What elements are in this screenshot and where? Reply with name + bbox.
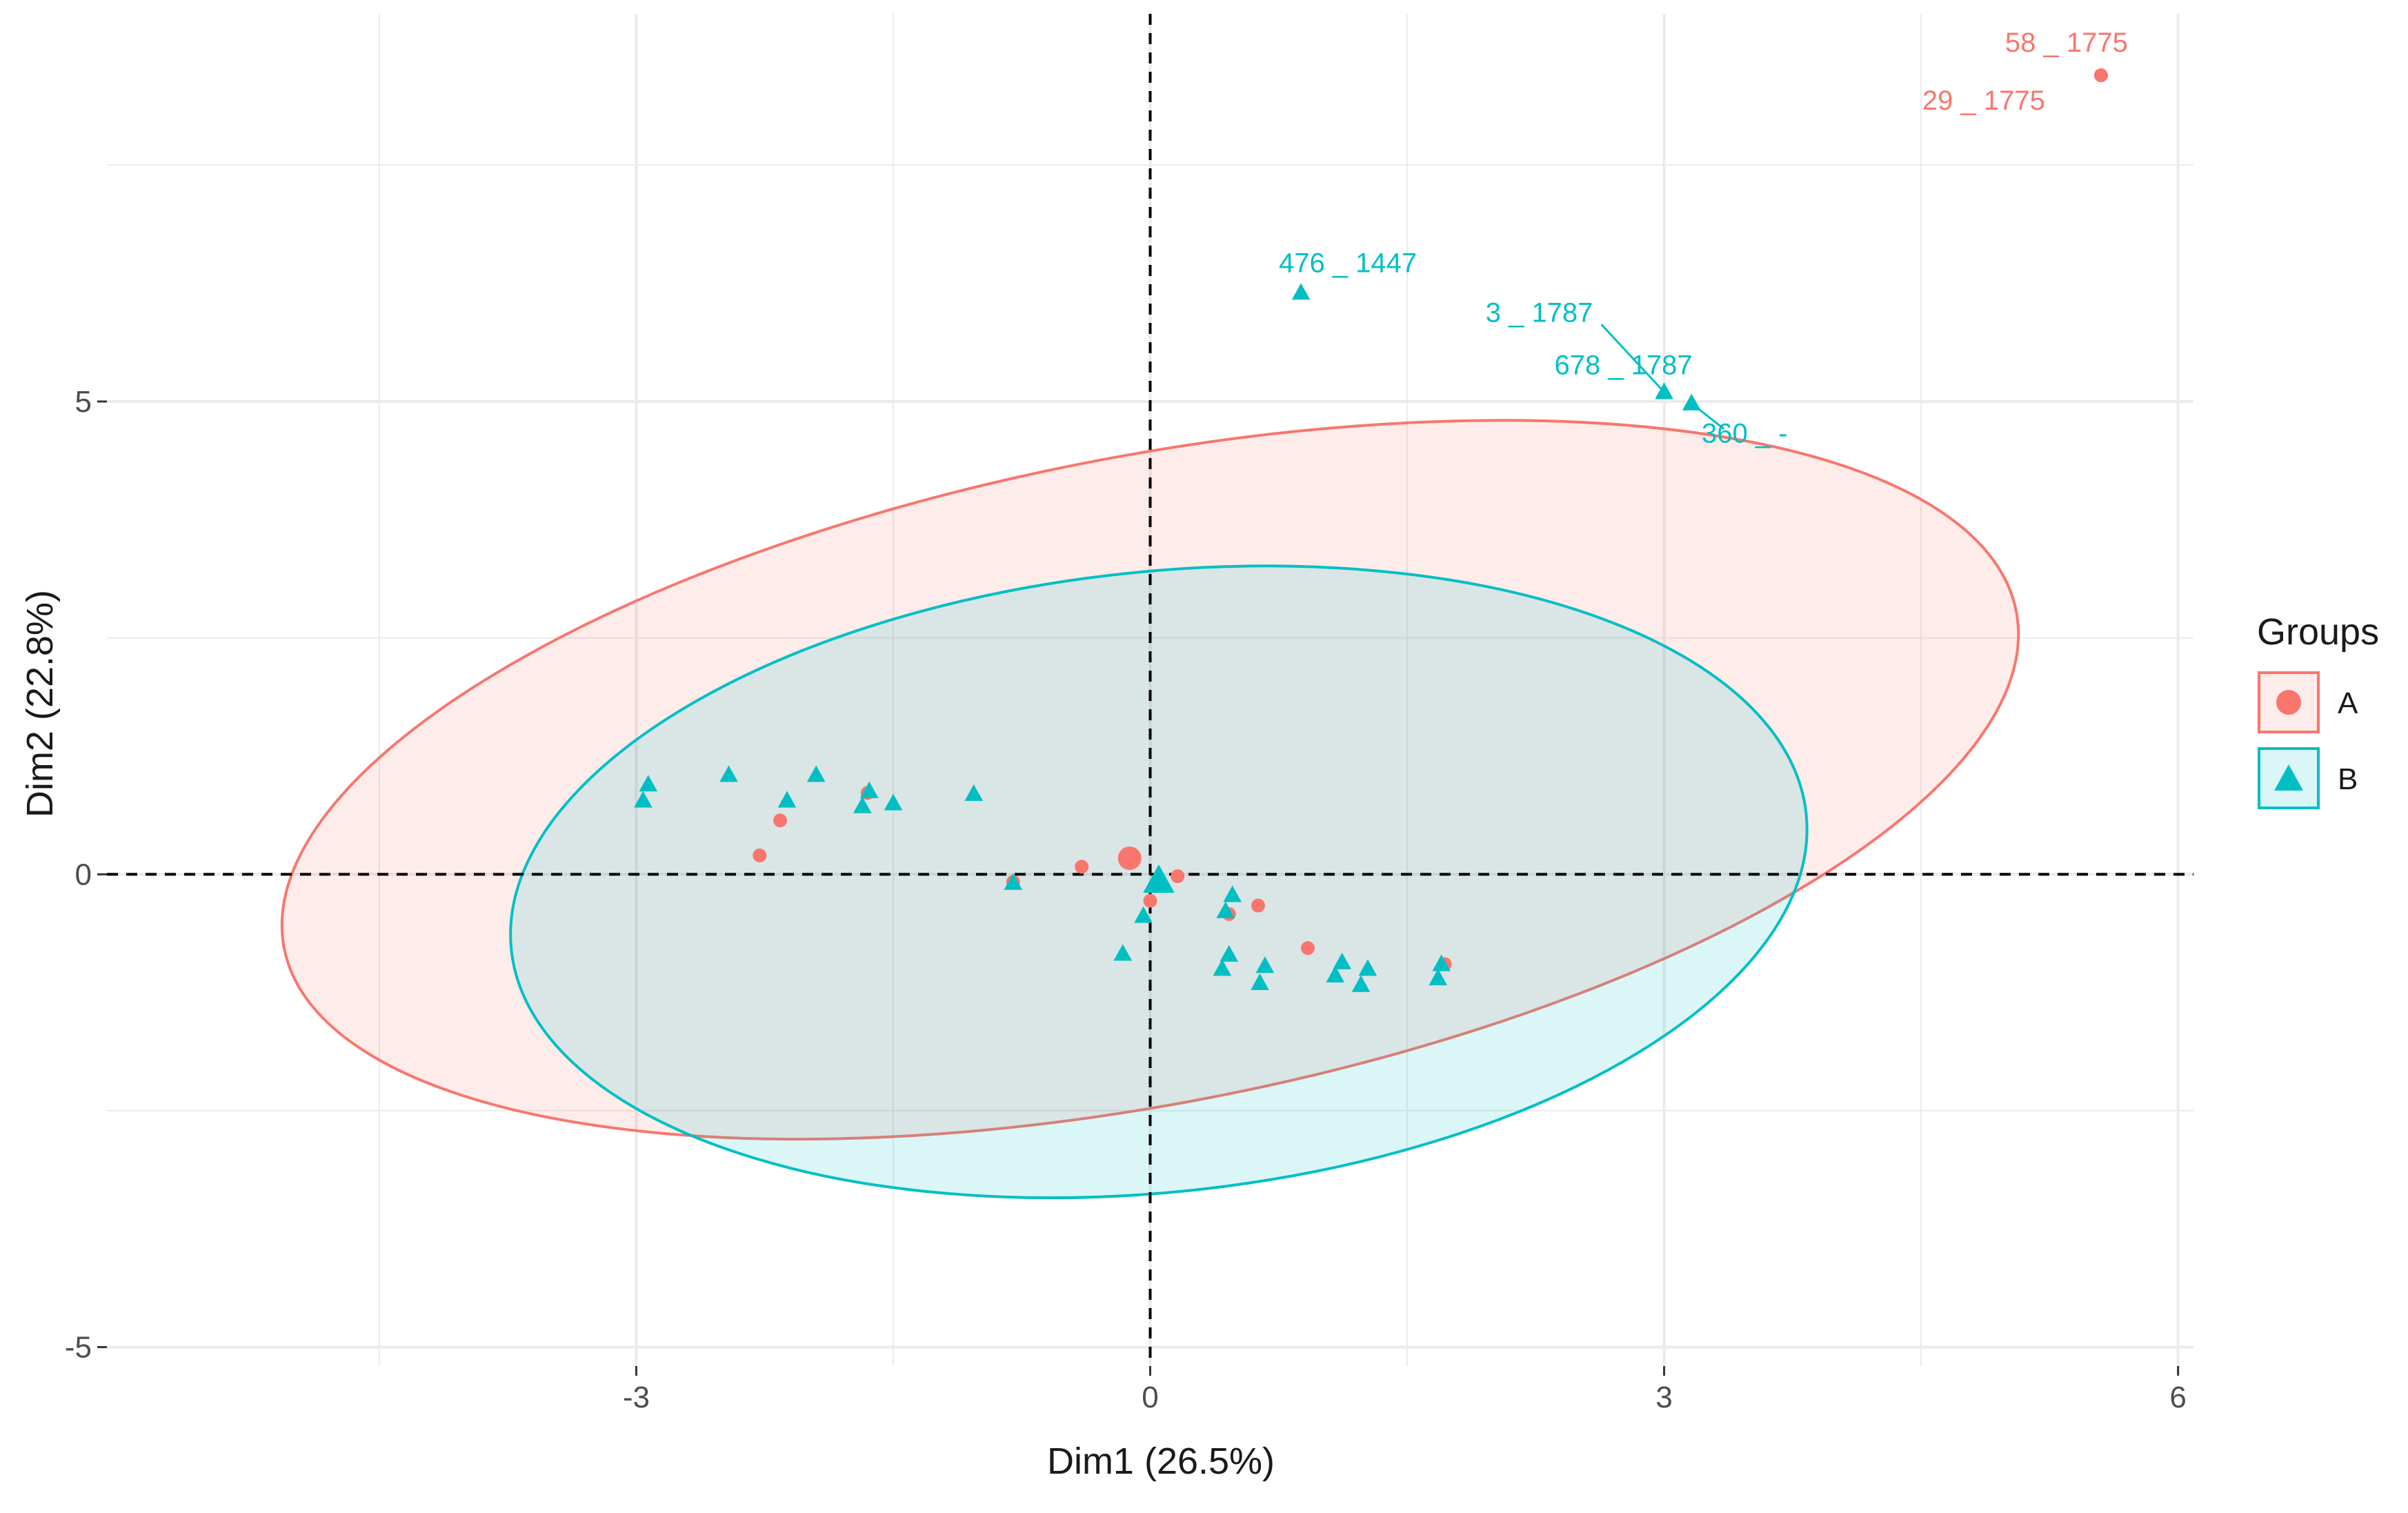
point-label: 476 _ 1447 bbox=[1279, 248, 1417, 278]
point-b bbox=[1432, 954, 1451, 971]
point-label: 3 _ 1787 bbox=[1486, 297, 1593, 328]
legend-triangle-icon bbox=[2274, 764, 2303, 791]
point-a bbox=[1300, 941, 1315, 956]
x-tick-label: -3 bbox=[623, 1381, 650, 1414]
y-tick-label: 5 bbox=[75, 385, 92, 419]
point-b bbox=[634, 791, 653, 808]
point-label-layer: 58 _ 1775 29 _ 1775 476 _ 1447 3 _ 1787 678 … bbox=[1279, 28, 2128, 449]
point-b bbox=[1333, 952, 1351, 969]
point-label: 678 _ 1787 bbox=[1554, 350, 1692, 380]
point-b bbox=[1220, 945, 1239, 962]
point-a bbox=[1075, 860, 1089, 874]
y-axis-title: Dim2 (22.8%) bbox=[19, 590, 61, 818]
y-tick-label: -5 bbox=[65, 1331, 92, 1365]
point-b bbox=[1134, 906, 1153, 923]
point-b bbox=[1655, 382, 1673, 399]
point-b bbox=[777, 791, 797, 808]
x-tick-label: 3 bbox=[1655, 1381, 1672, 1414]
point-a bbox=[1171, 869, 1185, 884]
legend-circle-icon bbox=[2276, 690, 2301, 715]
point-b bbox=[964, 784, 983, 801]
legend-entries: AB bbox=[2258, 671, 2358, 809]
y-tick-label: 0 bbox=[75, 858, 92, 891]
centroid-a bbox=[1117, 846, 1142, 870]
point-b bbox=[1291, 283, 1311, 300]
point-a bbox=[2093, 68, 2108, 83]
point-layer bbox=[634, 68, 2108, 992]
point-b bbox=[1113, 944, 1133, 961]
point-b bbox=[1351, 975, 1371, 992]
confidence-ellipse-a bbox=[280, 419, 2020, 1141]
reference-lines bbox=[107, 14, 2193, 1366]
point-b bbox=[719, 765, 738, 782]
legend-label-b: B bbox=[2338, 762, 2358, 796]
point-a bbox=[1143, 893, 1157, 908]
point-b bbox=[1216, 901, 1235, 918]
point-b bbox=[1326, 965, 1345, 983]
legend-label-a: A bbox=[2338, 686, 2358, 720]
centroid-b bbox=[1143, 864, 1175, 893]
point-b bbox=[1255, 956, 1275, 973]
legend-title: Groups bbox=[2257, 611, 2379, 653]
point-b bbox=[1223, 885, 1242, 902]
label-leader-line bbox=[1600, 324, 1665, 393]
point-b bbox=[853, 796, 872, 813]
point-b bbox=[1251, 973, 1269, 990]
x-tick-label: 6 bbox=[2169, 1381, 2186, 1414]
point-label: 58 _ 1775 bbox=[2005, 28, 2128, 58]
axis-ticks: -3 0 3 6 -5 0 5 bbox=[65, 385, 2187, 1414]
legend: Groups AB bbox=[2257, 611, 2379, 809]
point-b bbox=[639, 775, 658, 792]
ellipse-layer bbox=[280, 419, 2020, 1200]
point-b bbox=[1682, 393, 1701, 411]
point-b bbox=[859, 781, 879, 798]
point-label: 360 _ - bbox=[1702, 419, 1788, 449]
point-b bbox=[1358, 959, 1377, 976]
x-axis-title: Dim1 (26.5%) bbox=[1047, 1441, 1275, 1482]
point-a bbox=[753, 848, 767, 862]
point-a bbox=[773, 813, 788, 828]
point-b bbox=[1213, 959, 1232, 976]
point-b bbox=[1429, 969, 1448, 986]
point-b bbox=[1004, 873, 1023, 890]
point-b bbox=[884, 793, 903, 811]
x-tick-label: 0 bbox=[1142, 1381, 1158, 1414]
point-a bbox=[1251, 898, 1265, 913]
point-label: 29 _ 1775 bbox=[1922, 86, 2045, 116]
point-b bbox=[806, 765, 826, 782]
